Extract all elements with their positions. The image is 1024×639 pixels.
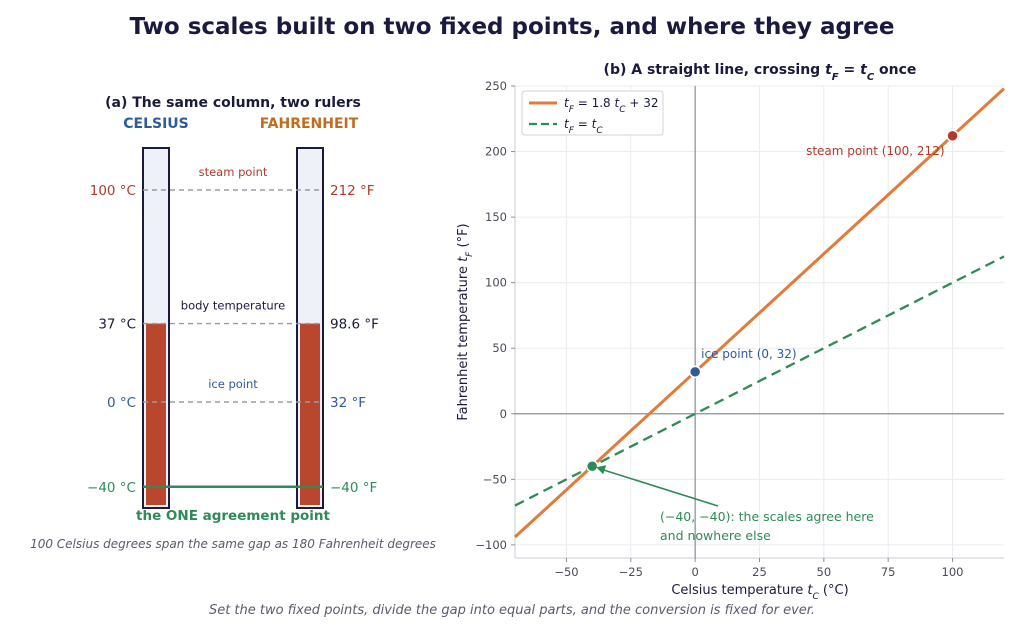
fahrenheit-level-label: 98.6 °F	[330, 317, 379, 333]
fahrenheit-header: FAHRENHEIT	[260, 116, 359, 132]
legend-label: tF = tC	[564, 117, 603, 136]
panel-a-caption: 100 Celsius degrees span the same gap as…	[30, 537, 436, 551]
annotation-arrow	[600, 468, 719, 507]
x-axis-label: Celsius temperature tC (°C)	[671, 583, 848, 600]
ice-point-label: ice point (0, 32)	[701, 347, 796, 361]
y-tick-label: 150	[485, 210, 507, 224]
conversion-line-chart: (b) A straight line, crossing tF = tC on…	[456, 62, 1006, 600]
celsius-level-label: 100 °C	[90, 183, 136, 199]
fahrenheit-level-label: −40 °F	[330, 480, 377, 496]
identity-line-series	[514, 255, 1005, 507]
fahrenheit-level-label: 32 °F	[330, 395, 366, 411]
level-name-label: body temperature	[181, 299, 285, 313]
celsius-header: CELSIUS	[123, 116, 189, 132]
marked-point	[585, 459, 599, 473]
panel-a-thermometers: (a) The same column, two rulers CELSIUS …	[30, 95, 436, 551]
x-tick-label: 75	[881, 565, 896, 579]
x-tick-label: −25	[619, 565, 643, 579]
chart-title: (b) A straight line, crossing tF = tC on…	[604, 62, 917, 83]
mercury-column	[146, 323, 166, 505]
y-tick-label: 50	[492, 341, 507, 355]
x-tick-label: −50	[554, 565, 578, 579]
x-tick-label: 50	[817, 565, 832, 579]
y-tick-label: −100	[475, 538, 507, 552]
marked-point	[688, 365, 702, 379]
fahrenheit-level-label: 212 °F	[330, 183, 375, 199]
legend-box	[521, 90, 664, 136]
footer-note: Set the two fixed points, divide the gap…	[208, 603, 816, 618]
agreement-point-label: the ONE agreement point	[136, 508, 331, 524]
celsius-level-label: 37 °C	[98, 317, 136, 333]
y-tick-label: 250	[485, 79, 507, 93]
figure-title: Two scales built on two fixed points, an…	[129, 14, 895, 40]
legend-label: tF = 1.8 tC + 32	[564, 96, 658, 115]
y-tick-label: 200	[485, 145, 507, 159]
y-axis-label: Fahrenheit temperature tF (°F)	[456, 223, 475, 420]
panel-a-title: (a) The same column, two rulers	[105, 95, 361, 111]
y-tick-label: −50	[483, 472, 507, 486]
y-tick-label: 100	[485, 276, 507, 290]
y-tick-label: 0	[500, 407, 507, 421]
x-tick-label: 100	[942, 565, 964, 579]
steam-point-label: steam point (100, 212)	[806, 144, 944, 158]
annotation-arrowhead	[596, 465, 607, 475]
level-name-label: ice point	[208, 377, 258, 391]
celsius-level-label: −40 °C	[87, 480, 136, 496]
level-name-label: steam point	[199, 165, 268, 179]
annotation-text: and nowhere else	[660, 528, 771, 543]
annotation-text: (−40, −40): the scales agree here	[660, 509, 874, 524]
celsius-level-label: 0 °C	[107, 395, 136, 411]
x-tick-label: 0	[691, 565, 698, 579]
marked-point	[946, 129, 959, 143]
mercury-column	[300, 323, 320, 505]
x-tick-label: 25	[752, 565, 767, 579]
